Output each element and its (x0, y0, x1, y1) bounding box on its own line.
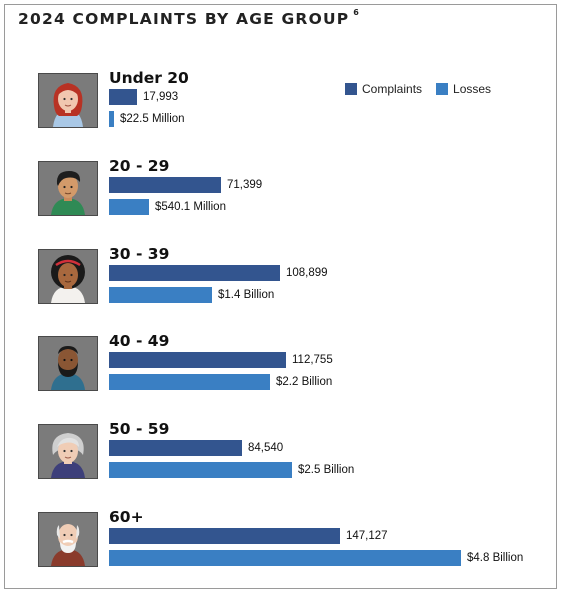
legend-item-losses: Losses (436, 82, 491, 96)
group-label: 20 - 29 (109, 157, 170, 175)
losses-value-label: $540.1 Million (155, 201, 226, 213)
legend-label-losses: Losses (453, 82, 492, 96)
complaints-bar (109, 528, 340, 544)
group-label: 60+ (109, 508, 144, 526)
losses-value-label: $1.4 Billion (218, 289, 275, 301)
complaints-bar (109, 89, 137, 105)
losses-bar (109, 199, 149, 215)
group-label: 40 - 49 (109, 332, 170, 350)
age-group-50-59: 50 - 59 84,540 $2.5 Billion (38, 420, 538, 484)
bearded-man-avatar-icon (38, 336, 98, 391)
complaints-value-label: 147,127 (346, 530, 388, 542)
legend-swatch-losses (436, 83, 449, 95)
legend-item-complaints: Complaints (345, 82, 422, 96)
losses-value-label: $2.5 Billion (298, 464, 355, 476)
complaints-bar (109, 265, 280, 281)
chart-frame (4, 4, 557, 589)
complaints-value-label: 112,755 (292, 354, 333, 366)
losses-value-label: $4.8 Billion (467, 552, 524, 564)
losses-bar (109, 111, 114, 127)
group-label: 50 - 59 (109, 420, 170, 438)
losses-value-label: $22.5 Million (120, 113, 185, 125)
age-group-60-plus: 60+ 147,127 $4.8 Billion (38, 508, 538, 572)
young-man-avatar-icon (38, 161, 98, 216)
complaints-value-label: 71,399 (227, 179, 263, 191)
woman-avatar-icon (38, 249, 98, 304)
age-group-40-49: 40 - 49 112,755 $2.2 Billion (38, 332, 538, 396)
losses-bar (109, 287, 212, 303)
gray-haired-woman-avatar-icon (38, 424, 98, 479)
legend-label-complaints: Complaints (362, 82, 423, 96)
group-label: 30 - 39 (109, 245, 170, 263)
losses-bar (109, 374, 270, 390)
complaints-bar (109, 352, 286, 368)
complaints-value-label: 84,540 (248, 442, 284, 454)
complaints-value-label: 108,899 (286, 267, 328, 279)
footnote-marker: 6 (353, 7, 359, 17)
young-woman-avatar-icon (38, 73, 98, 128)
chart-title: 2024 COMPLAINTS BY AGE GROUP 6 (18, 7, 359, 28)
elderly-man-avatar-icon (38, 512, 98, 567)
group-label: Under 20 (109, 69, 189, 87)
legend-swatch-complaints (345, 83, 357, 95)
losses-bar (109, 462, 292, 478)
complaints-value-label: 17,993 (143, 91, 179, 103)
age-group-under-20: Under 20 17,993 $22.5 Million (38, 69, 538, 133)
losses-bar (109, 550, 461, 566)
complaints-bar (109, 440, 242, 456)
age-group-30-39: 30 - 39 108,899 $1.4 Billion (38, 245, 538, 309)
losses-value-label: $2.2 Billion (276, 376, 333, 388)
complaints-bar (109, 177, 221, 193)
legend: Complaints Losses (345, 82, 505, 96)
age-group-20-29: 20 - 29 71,399 $540.1 Million (38, 157, 538, 221)
